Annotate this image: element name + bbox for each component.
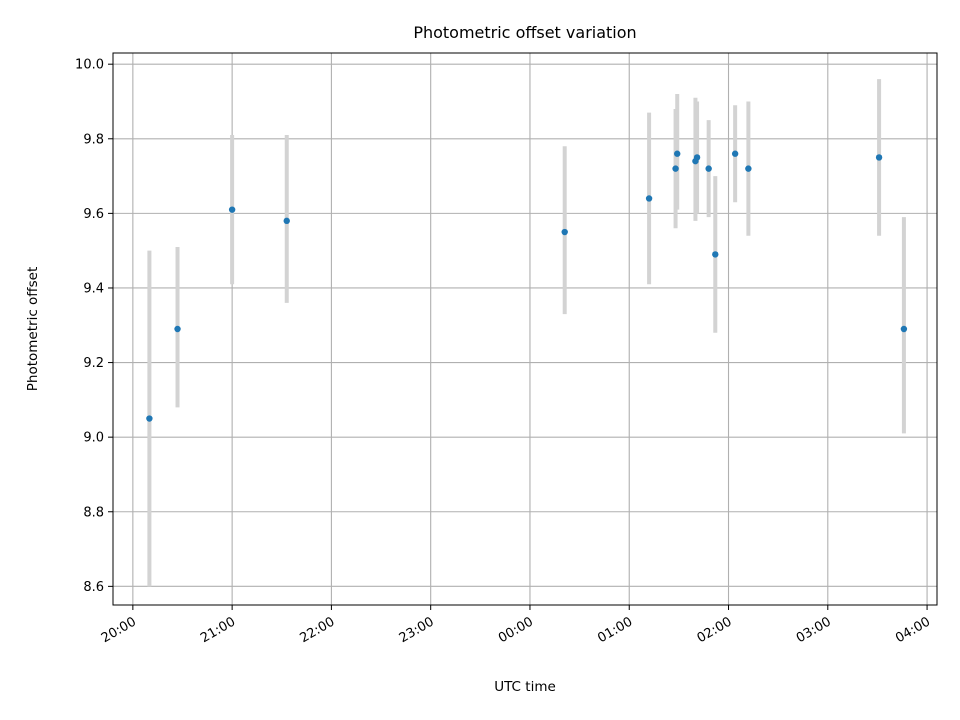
y-tick-label: 8.6 <box>83 580 104 595</box>
data-point <box>283 217 290 225</box>
y-tick-label: 9.0 <box>83 431 104 446</box>
data-point <box>712 251 719 258</box>
data-point <box>146 415 153 422</box>
data-point <box>674 150 681 157</box>
data-point <box>645 195 653 202</box>
y-tick-label: 9.6 <box>83 207 104 222</box>
chart-title: Photometric offset variation <box>413 23 636 42</box>
data-point <box>174 325 181 333</box>
y-tick-label: 9.4 <box>83 281 104 296</box>
data-point <box>693 154 701 161</box>
data-point <box>875 154 883 161</box>
plot-frame <box>112 52 938 606</box>
data-point <box>672 165 679 172</box>
data-point <box>705 165 712 172</box>
y-tick-label: 8.8 <box>83 505 104 520</box>
y-axis-ticks: 8.6 8.8 9.0 9.2 9.4 9.6 9.8 10.0 <box>75 58 113 595</box>
data-points <box>146 150 908 422</box>
y-axis-label: Photometric offset <box>25 267 41 391</box>
data-point <box>731 150 739 157</box>
y-tick-label: 9.8 <box>83 132 104 147</box>
data-point <box>900 325 908 333</box>
grid <box>113 53 937 605</box>
y-tick-label: 10.0 <box>75 58 104 73</box>
data-point <box>561 228 568 236</box>
data-point <box>745 165 752 172</box>
x-axis-label: UTC time <box>494 679 556 695</box>
data-point <box>228 206 236 213</box>
y-tick-label: 9.2 <box>83 356 104 371</box>
